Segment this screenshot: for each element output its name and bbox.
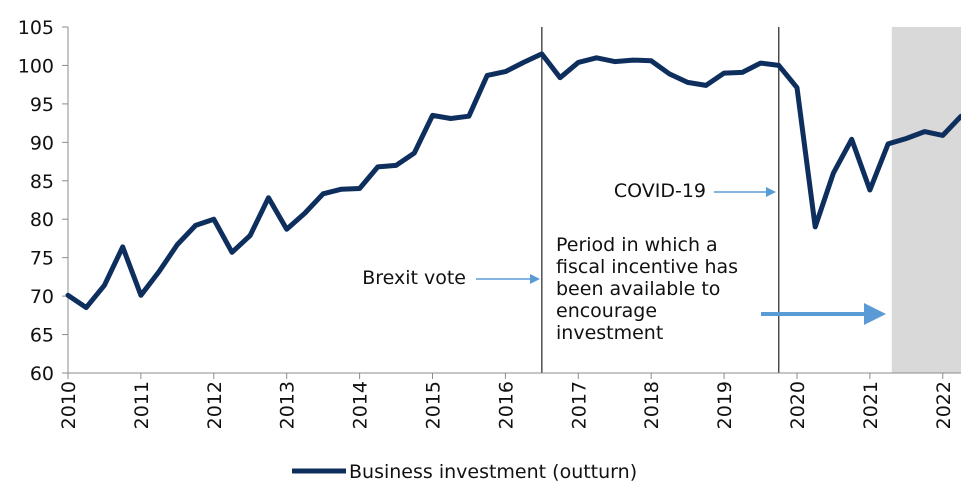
fiscal-arrow-head — [864, 303, 886, 325]
series-line-1 — [65, 51, 961, 311]
x-tick-label: 2010 — [58, 381, 80, 429]
annotation-fiscal-incentive: Period in which a fiscal incentive has bee… — [556, 234, 738, 344]
y-tick-label: 75 — [30, 248, 54, 270]
annotation-fiscal-incentive-line: investment — [556, 322, 663, 344]
fiscal-incentive-shaded-region — [891, 27, 961, 373]
covid-arrow-head — [766, 187, 776, 197]
x-tick-label: 2020 — [787, 381, 809, 429]
series-lines — [65, 51, 961, 311]
x-tick-label: 2012 — [204, 381, 226, 429]
axes: 60 65 70 75 80 85 90 95 100 105 2010 2011 2012 2013 20… — [18, 17, 961, 429]
annotation-fiscal-incentive-line: fiscal incentive has — [556, 256, 738, 278]
x-tick-label: 2013 — [277, 381, 299, 429]
x-tick-label: 2014 — [350, 381, 372, 429]
annotation-fiscal-incentive-line: encourage — [556, 300, 657, 322]
x-tick-label: 2019 — [714, 381, 736, 429]
annotations: Brexit vote COVID-19 Period in which a fisc… — [362, 180, 886, 344]
y-tick-label: 60 — [30, 363, 54, 385]
y-tick-label: 100 — [18, 55, 54, 77]
y-tick-label: 70 — [30, 286, 54, 308]
x-tick-label: 2016 — [495, 381, 517, 429]
shaded-region — [891, 27, 961, 373]
annotation-fiscal-incentive-line: Period in which a — [556, 234, 718, 256]
legend-label: Business investment (outturn) — [349, 461, 637, 483]
brexit-arrow-head — [530, 274, 540, 284]
x-tick-label: 2015 — [422, 381, 444, 429]
y-tick-label: 105 — [18, 17, 54, 39]
y-tick-label: 85 — [30, 171, 54, 193]
x-tick-label: 2021 — [860, 381, 882, 429]
annotation-fiscal-incentive-line: been available to — [556, 278, 720, 300]
annotation-brexit-vote: Brexit vote — [362, 267, 466, 289]
y-tick-label: 65 — [30, 325, 54, 347]
y-tick-label: 95 — [30, 94, 54, 116]
x-tick-label: 2018 — [641, 381, 663, 429]
x-tick-label: 2011 — [131, 381, 153, 429]
annotation-covid-19: COVID-19 — [614, 180, 706, 202]
y-tick-label: 80 — [30, 209, 54, 231]
legend: Business investment (outturn) — [292, 461, 637, 483]
x-tick-label: 2022 — [933, 381, 955, 429]
y-tick-label: 90 — [30, 132, 54, 154]
x-tick-label: 2017 — [568, 381, 590, 429]
